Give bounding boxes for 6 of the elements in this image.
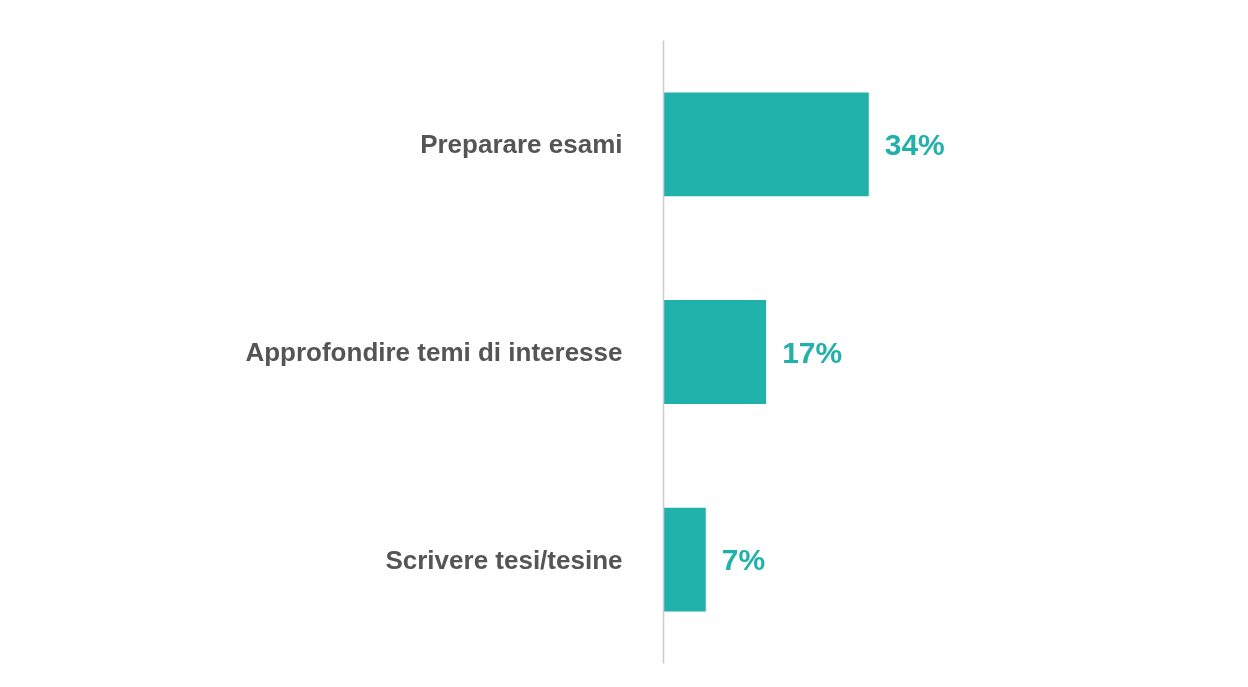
y-tick-label: Preparare esami	[420, 129, 623, 160]
data-label: 17%	[782, 335, 843, 369]
data-label: 7%	[721, 543, 766, 577]
y-tick-label: Approfondire temi di interesse	[245, 337, 623, 367]
y-tick-label: Scrivere tesi/tesine	[385, 544, 623, 575]
data-label: 34%	[884, 127, 945, 161]
